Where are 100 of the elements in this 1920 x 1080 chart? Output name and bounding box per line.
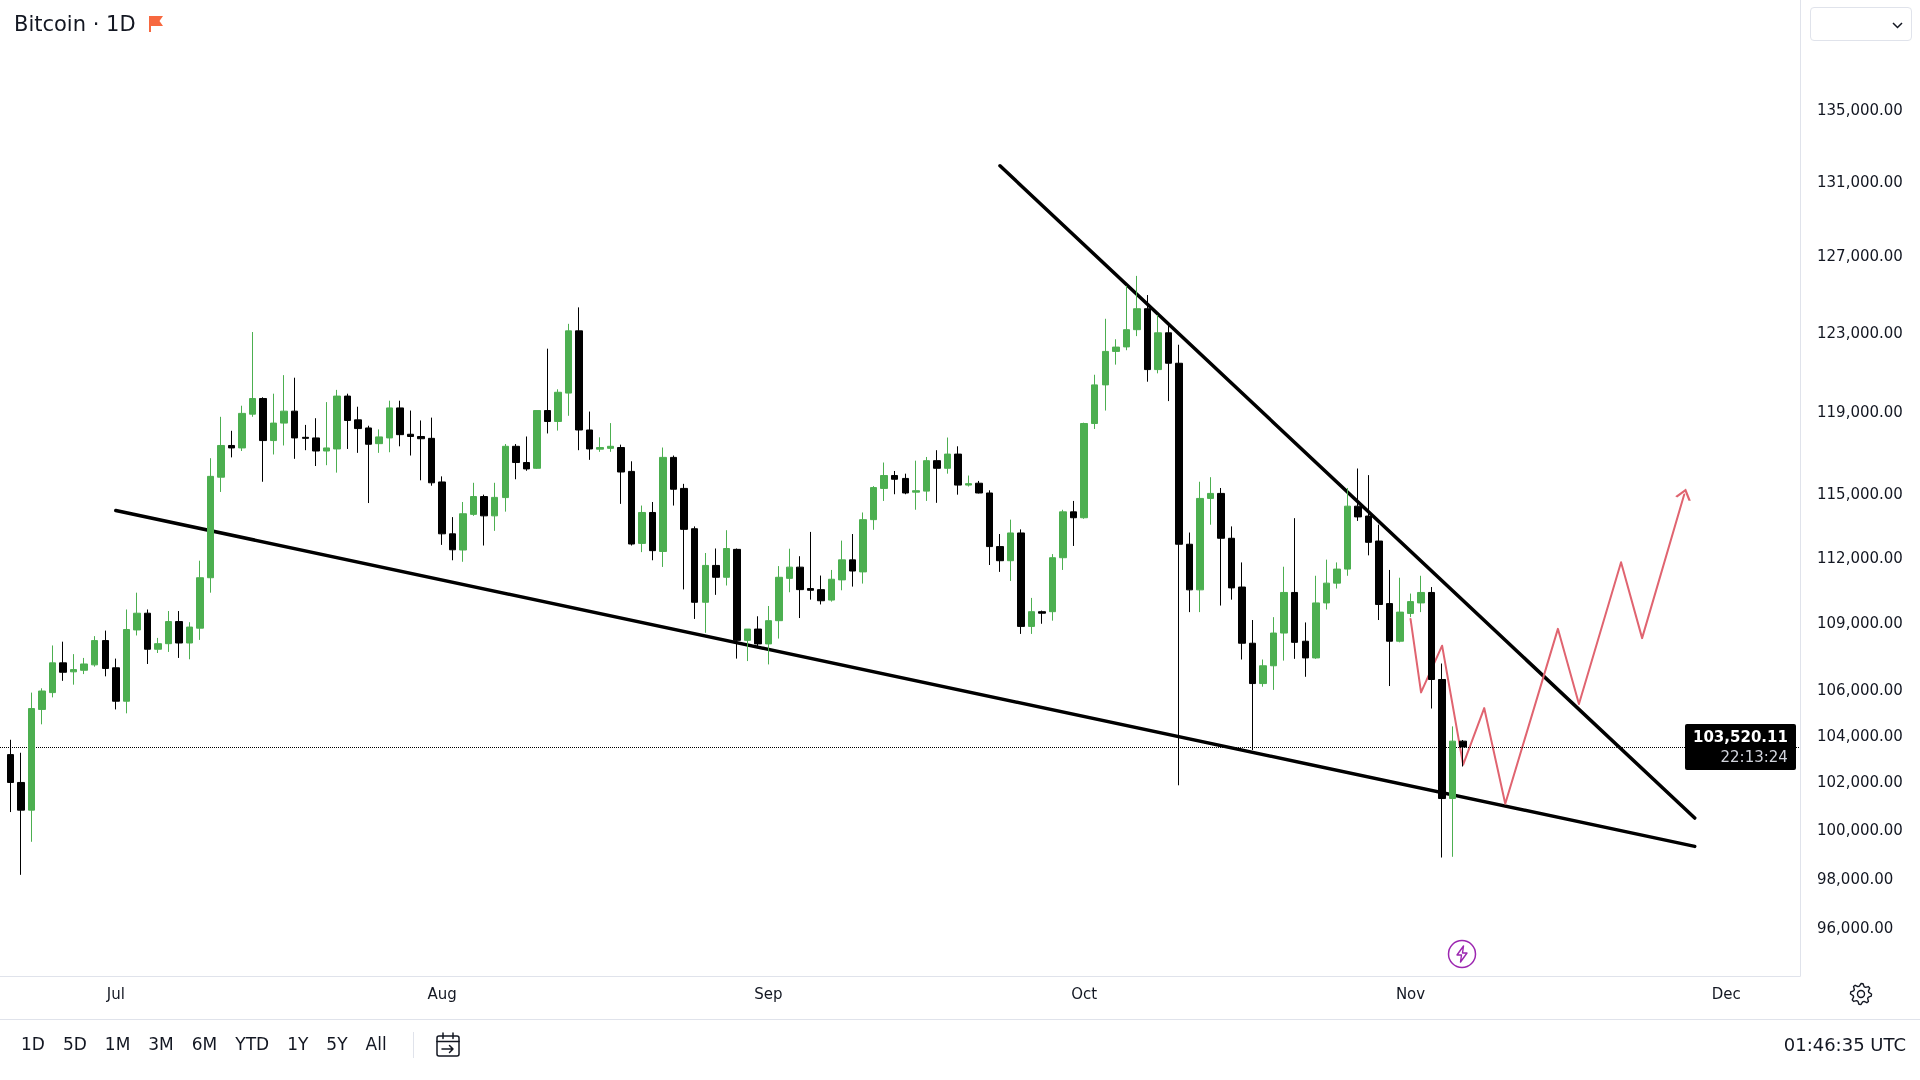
candlestick bbox=[807, 531, 814, 601]
candlestick bbox=[586, 411, 593, 461]
candlestick bbox=[80, 657, 88, 675]
candlestick bbox=[1270, 616, 1277, 691]
candlestick bbox=[1365, 474, 1372, 556]
candlestick bbox=[365, 425, 372, 504]
candlestick bbox=[1091, 374, 1098, 430]
x-tick-label: Sep bbox=[754, 984, 783, 1003]
candlestick bbox=[59, 641, 67, 682]
candlestick bbox=[796, 555, 804, 619]
text: 5D bbox=[62, 1033, 87, 1056]
candlestick bbox=[1333, 561, 1341, 590]
candlestick bbox=[691, 525, 698, 620]
candlestick bbox=[1323, 559, 1330, 610]
y-tick-label: 104,000.00 bbox=[1817, 726, 1903, 745]
candlestick bbox=[1217, 487, 1225, 607]
candlestick bbox=[923, 456, 930, 502]
candlestick bbox=[112, 658, 120, 710]
text: 3M bbox=[148, 1033, 174, 1056]
candlestick bbox=[459, 501, 467, 563]
y-tick-label: 131,000.00 bbox=[1817, 172, 1903, 191]
candlestick bbox=[975, 480, 983, 494]
candlestick bbox=[270, 393, 277, 455]
candlestick bbox=[817, 575, 825, 605]
candlestick bbox=[828, 569, 835, 603]
candlestick bbox=[1017, 528, 1025, 635]
candlestick bbox=[638, 505, 646, 553]
candlestick bbox=[196, 560, 204, 641]
candlestick bbox=[1302, 621, 1309, 678]
candlestick bbox=[186, 621, 193, 660]
candlestick bbox=[428, 417, 435, 487]
y-tick-label: 115,000.00 bbox=[1817, 485, 1903, 504]
candlestick bbox=[1375, 524, 1383, 621]
candlestick bbox=[891, 470, 898, 495]
text: Bitcoin · 1D bbox=[14, 11, 136, 38]
candlestick bbox=[754, 615, 762, 649]
candlestick bbox=[765, 605, 772, 665]
candlestick bbox=[670, 455, 677, 507]
candlestick bbox=[1354, 468, 1362, 522]
candlestick bbox=[1007, 519, 1014, 582]
candlestick bbox=[733, 548, 741, 660]
candlestick bbox=[1059, 509, 1067, 571]
candlestick bbox=[291, 377, 298, 460]
candlestick bbox=[575, 306, 583, 451]
x-tick-label: Dec bbox=[1711, 984, 1741, 1003]
x-tick-label: Nov bbox=[1395, 984, 1426, 1003]
candlestick bbox=[723, 529, 730, 587]
y-tick-label: 119,000.00 bbox=[1817, 403, 1903, 422]
x-tick-label: Oct bbox=[1071, 984, 1098, 1003]
candlestick bbox=[775, 565, 783, 640]
y-tick-label: 112,000.00 bbox=[1817, 548, 1903, 567]
candlestick bbox=[449, 516, 456, 561]
candlestick bbox=[617, 444, 625, 505]
candlestick bbox=[249, 331, 256, 418]
candlestick bbox=[1312, 575, 1320, 660]
y-tick-label: 123,000.00 bbox=[1817, 324, 1903, 342]
candlestick bbox=[1344, 487, 1351, 577]
candlestick bbox=[533, 410, 541, 470]
candlestick bbox=[596, 436, 604, 453]
candlestick bbox=[238, 405, 246, 452]
candlestick bbox=[544, 348, 551, 434]
candlestick bbox=[259, 396, 267, 483]
candlestick bbox=[1280, 566, 1288, 662]
candlestick bbox=[628, 460, 635, 547]
candlestick bbox=[302, 424, 309, 451]
y-tick-label: 96,000.00 bbox=[1817, 919, 1894, 938]
y-tick-label: 127,000.00 bbox=[1817, 247, 1903, 266]
candlestick bbox=[744, 628, 751, 662]
candlestick bbox=[1259, 659, 1267, 688]
candlestick bbox=[965, 475, 972, 488]
candlestick bbox=[933, 449, 941, 504]
candlestick bbox=[38, 687, 46, 725]
candlestick bbox=[417, 419, 425, 481]
candlestick bbox=[1154, 314, 1162, 374]
candlestick bbox=[1038, 610, 1046, 625]
candlestick bbox=[375, 428, 383, 454]
candlestick bbox=[438, 475, 446, 546]
text: 01:46:35 UTC bbox=[1783, 1033, 1906, 1057]
candlestick bbox=[1407, 593, 1414, 618]
candlestick bbox=[165, 610, 172, 653]
candlestick bbox=[123, 608, 130, 714]
candlestick bbox=[1186, 532, 1193, 613]
candlestick bbox=[944, 437, 951, 475]
candlestick bbox=[786, 548, 793, 593]
candlestick bbox=[1386, 569, 1393, 687]
candlestick bbox=[144, 608, 151, 665]
candlestick bbox=[49, 644, 56, 698]
candlestick bbox=[102, 630, 109, 677]
text: 1D bbox=[21, 1033, 45, 1056]
candlestick bbox=[344, 393, 351, 450]
candlestick bbox=[396, 400, 404, 447]
candlestick bbox=[1291, 517, 1298, 660]
candlestick bbox=[354, 406, 362, 454]
x-tick-label: Aug bbox=[427, 984, 457, 1003]
candlestick bbox=[502, 443, 509, 513]
candlestick bbox=[659, 447, 667, 568]
candlestick bbox=[859, 511, 867, 585]
candlestick bbox=[1449, 725, 1456, 858]
candlestick bbox=[1417, 575, 1425, 613]
candlestick bbox=[680, 483, 688, 590]
